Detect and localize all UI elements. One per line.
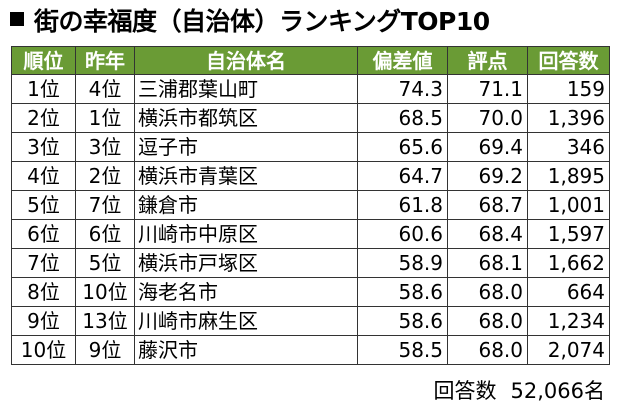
- municipality-cell: 三浦郡葉山町: [134, 74, 358, 104]
- rank-cell: 9位: [11, 306, 76, 336]
- table-header-row: 順位 昨年 自治体名 偏差値 評点 回答数: [11, 46, 610, 75]
- table-row: 3位 3位 逗子市 65.6 69.4 346: [11, 132, 610, 162]
- table-row: 8位 10位 海老名市 58.6 68.0 664: [11, 277, 610, 307]
- last-year-cell: 9位: [75, 335, 135, 365]
- municipality-cell: 横浜市都筑区: [134, 103, 358, 133]
- header-municipality: 自治体名: [134, 46, 358, 75]
- total-responses: 回答数 52,066名: [434, 375, 605, 405]
- score-cell: 68.0: [447, 277, 528, 307]
- title-text: 街の幸福度（自治体）ランキングTOP10: [34, 7, 490, 36]
- rank-cell: 7位: [11, 248, 76, 278]
- responses-cell: 159: [527, 74, 610, 104]
- header-rank: 順位: [11, 46, 76, 75]
- deviation-cell: 64.7: [357, 161, 448, 191]
- score-cell: 69.4: [447, 132, 528, 162]
- responses-cell: 2,074: [527, 335, 610, 365]
- rank-cell: 6位: [11, 219, 76, 249]
- last-year-cell: 10位: [75, 277, 135, 307]
- table-row: 5位 7位 鎌倉市 61.8 68.7 1,001: [11, 190, 610, 220]
- deviation-cell: 58.5: [357, 335, 448, 365]
- total-responses-value: 52,066名: [510, 379, 605, 403]
- municipality-cell: 横浜市青葉区: [134, 161, 358, 191]
- responses-cell: 1,396: [527, 103, 610, 133]
- last-year-cell: 5位: [75, 248, 135, 278]
- score-cell: 68.7: [447, 190, 528, 220]
- deviation-cell: 58.6: [357, 306, 448, 336]
- municipality-cell: 逗子市: [134, 132, 358, 162]
- table-row: 7位 5位 横浜市戸塚区 58.9 68.1 1,662: [11, 248, 610, 278]
- header-last-year: 昨年: [75, 46, 135, 75]
- last-year-cell: 4位: [75, 74, 135, 104]
- score-cell: 68.0: [447, 306, 528, 336]
- header-responses: 回答数: [527, 46, 610, 75]
- rank-cell: 10位: [11, 335, 76, 365]
- deviation-cell: 61.8: [357, 190, 448, 220]
- rank-cell: 5位: [11, 190, 76, 220]
- rank-cell: 3位: [11, 132, 76, 162]
- responses-cell: 1,001: [527, 190, 610, 220]
- responses-cell: 1,597: [527, 219, 610, 249]
- municipality-cell: 川崎市中原区: [134, 219, 358, 249]
- responses-cell: 1,895: [527, 161, 610, 191]
- last-year-cell: 6位: [75, 219, 135, 249]
- header-deviation: 偏差値: [357, 46, 448, 75]
- responses-cell: 1,662: [527, 248, 610, 278]
- deviation-cell: 60.6: [357, 219, 448, 249]
- rank-cell: 1位: [11, 74, 76, 104]
- municipality-cell: 川崎市麻生区: [134, 306, 358, 336]
- responses-cell: 664: [527, 277, 610, 307]
- last-year-cell: 2位: [75, 161, 135, 191]
- ranking-table: 順位 昨年 自治体名 偏差値 評点 回答数 1位 4位 三浦郡葉山町 74.3 …: [11, 46, 610, 365]
- last-year-cell: 3位: [75, 132, 135, 162]
- deviation-cell: 65.6: [357, 132, 448, 162]
- deviation-cell: 74.3: [357, 74, 448, 104]
- responses-cell: 1,234: [527, 306, 610, 336]
- municipality-cell: 鎌倉市: [134, 190, 358, 220]
- municipality-cell: 藤沢市: [134, 335, 358, 365]
- deviation-cell: 58.6: [357, 277, 448, 307]
- table-row: 1位 4位 三浦郡葉山町 74.3 71.1 159: [11, 74, 610, 104]
- deviation-cell: 68.5: [357, 103, 448, 133]
- deviation-cell: 58.9: [357, 248, 448, 278]
- table-row: 4位 2位 横浜市青葉区 64.7 69.2 1,895: [11, 161, 610, 191]
- municipality-cell: 横浜市戸塚区: [134, 248, 358, 278]
- last-year-cell: 7位: [75, 190, 135, 220]
- score-cell: 70.0: [447, 103, 528, 133]
- table-row: 10位 9位 藤沢市 58.5 68.0 2,074: [11, 335, 610, 365]
- score-cell: 71.1: [447, 74, 528, 104]
- score-cell: 69.2: [447, 161, 528, 191]
- header-score: 評点: [447, 46, 528, 75]
- last-year-cell: 1位: [75, 103, 135, 133]
- square-bullet-icon: [10, 12, 24, 26]
- responses-cell: 346: [527, 132, 610, 162]
- page-title: 街の幸福度（自治体）ランキングTOP10: [10, 5, 490, 39]
- rank-cell: 4位: [11, 161, 76, 191]
- municipality-cell: 海老名市: [134, 277, 358, 307]
- rank-cell: 8位: [11, 277, 76, 307]
- score-cell: 68.4: [447, 219, 528, 249]
- table-row: 9位 13位 川崎市麻生区 58.6 68.0 1,234: [11, 306, 610, 336]
- table-row: 2位 1位 横浜市都筑区 68.5 70.0 1,396: [11, 103, 610, 133]
- score-cell: 68.0: [447, 335, 528, 365]
- table-row: 6位 6位 川崎市中原区 60.6 68.4 1,597: [11, 219, 610, 249]
- rank-cell: 2位: [11, 103, 76, 133]
- total-responses-label: 回答数: [433, 379, 497, 403]
- last-year-cell: 13位: [75, 306, 135, 336]
- score-cell: 68.1: [447, 248, 528, 278]
